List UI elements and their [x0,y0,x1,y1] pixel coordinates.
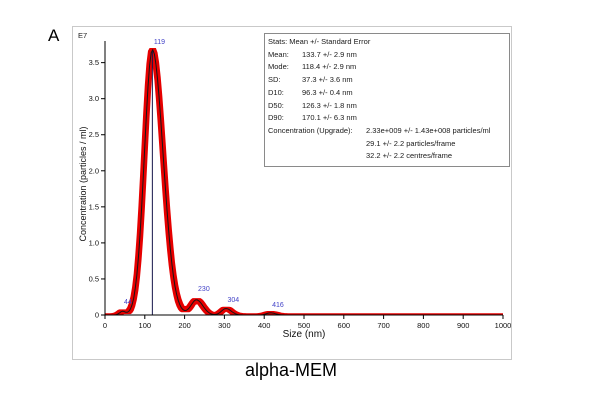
y-axis-unit: E7 [78,31,88,40]
stats-label: D90: [268,113,284,123]
stats-label: Concentration (Upgrade): [268,125,353,135]
svg-text:200: 200 [178,321,191,330]
stats-label: SD: [268,75,281,85]
stats-row-d90: D90: 170.1 +/- 6.3 nm [268,112,506,125]
svg-text:0: 0 [103,321,107,330]
svg-text:500: 500 [298,321,311,330]
svg-text:1.5: 1.5 [89,202,99,211]
stats-row-d10: D10: 96.3 +/- 0.4 nm [268,87,506,100]
stats-title: Stats: Mean +/- Standard Error [268,37,371,46]
figure-caption: alpha-MEM [244,360,338,380]
stats-label: D10: [268,87,284,97]
stats-row-particles-frame: 29.1 +/- 2.2 particles/frame [366,138,456,148]
stats-row-d50: D50: 126.3 +/- 1.8 nm [268,100,506,113]
stats-value: 96.3 +/- 0.4 nm [302,87,353,97]
svg-text:3.0: 3.0 [89,94,99,103]
svg-text:300: 300 [218,321,231,330]
svg-text:230: 230 [198,286,210,293]
svg-text:600: 600 [338,321,351,330]
svg-text:100: 100 [139,321,152,330]
stats-row-mode: Mode: 118.4 +/- 2.9 nm [268,61,506,74]
svg-text:0: 0 [95,311,99,320]
nta-figure: 0 0.5 1.0 1.5 2.0 2.5 3.0 3.5 0 100 200 300 400 500 60… [72,26,512,360]
svg-text:2.5: 2.5 [89,130,99,139]
stats-label: D50: [268,100,284,110]
stats-row-centres-frame: 32.2 +/- 2.2 centres/frame [366,151,453,161]
svg-text:700: 700 [377,321,390,330]
stats-box: Stats: Mean +/- Standard Error Mean: 133.… [264,33,510,167]
svg-text:900: 900 [457,321,470,330]
svg-text:119: 119 [154,39,165,46]
stats-value: 170.1 +/- 6.3 nm [302,113,357,123]
stats-row-sd: SD: 37.3 +/- 3.6 nm [268,74,506,87]
svg-text:400: 400 [258,321,271,330]
stats-row-concentration: Concentration (Upgrade): 2.33e+009 +/- 1.… [268,125,506,138]
nta-plot-svg: 0 0.5 1.0 1.5 2.0 2.5 3.0 3.5 0 100 200 300 400 500 60… [89,39,511,330]
stats-value: 2.33e+009 +/- 1.43e+008 particles/ml [366,125,491,135]
stats-value: 118.4 +/- 2.9 nm [302,62,357,72]
stats-value: 126.3 +/- 1.8 nm [302,100,357,110]
svg-text:44: 44 [124,299,132,306]
stats-row-mean: Mean: 133.7 +/- 2.9 nm [268,49,506,62]
stats-value: 133.7 +/- 2.9 nm [302,49,357,59]
svg-text:1000: 1000 [495,321,511,330]
svg-text:3.5: 3.5 [89,58,99,67]
y-axis-label: Concentration (particles / ml) [78,126,88,242]
svg-text:0.5: 0.5 [89,274,99,283]
svg-text:416: 416 [272,302,284,309]
svg-text:2.0: 2.0 [89,166,99,175]
stats-label: Mean: [268,49,289,59]
svg-text:1.0: 1.0 [89,238,99,247]
panel-label: A [48,26,60,45]
stats-label: Mode: [268,62,289,72]
svg-text:304: 304 [227,297,239,304]
stats-value: 37.3 +/- 3.6 nm [302,75,353,85]
x-axis-label: Size (nm) [282,329,326,340]
svg-text:800: 800 [417,321,430,330]
